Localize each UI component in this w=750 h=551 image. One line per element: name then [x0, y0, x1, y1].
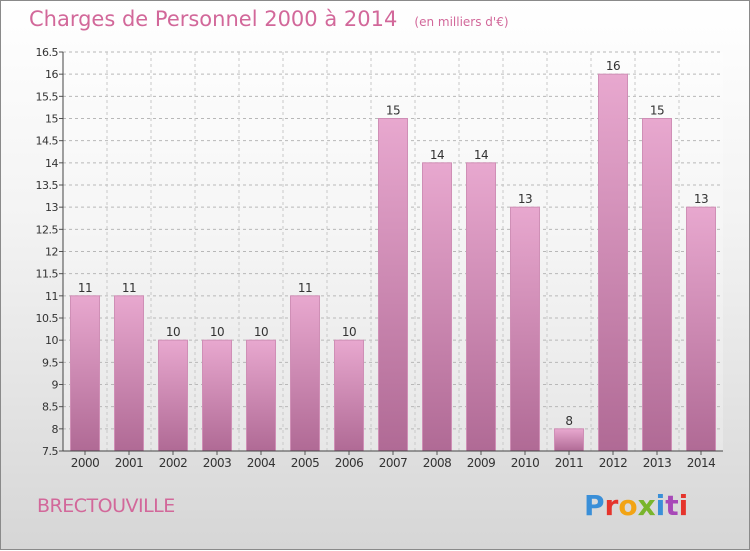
bar [598, 73, 628, 452]
y-tick-label: 7.5 [42, 445, 58, 458]
bar-value-label: 15 [650, 104, 664, 118]
bar [290, 295, 320, 452]
x-tick-label: 2005 [291, 456, 320, 470]
x-tick-label: 2002 [159, 456, 188, 470]
x-tick-label: 2001 [115, 456, 144, 470]
y-tick-label: 10 [45, 334, 58, 347]
bar [510, 206, 540, 452]
commune-name: BRECTOUVILLE [37, 495, 175, 517]
bar-value-label: 10 [254, 325, 268, 339]
bar [686, 206, 716, 452]
y-tick-label: 9 [52, 379, 59, 392]
bar [554, 428, 584, 452]
bar [70, 295, 100, 452]
bar-value-label: 14 [474, 148, 488, 162]
bar [378, 118, 408, 452]
bar-value-label: 13 [694, 192, 708, 206]
x-tick-label: 2011 [555, 456, 584, 470]
y-tick-label: 12 [45, 246, 58, 259]
bar [422, 162, 452, 452]
proxiti-logo: Proxiti [584, 489, 689, 522]
x-tick-label: 2006 [335, 456, 364, 470]
bar-value-label: 11 [298, 281, 312, 295]
y-tick-label: 11 [45, 290, 58, 303]
y-tick-label: 13 [45, 201, 58, 214]
chart-unit: (en milliers d'€) [414, 15, 509, 29]
bar-value-label: 10 [166, 325, 180, 339]
x-tick-label: 2009 [467, 456, 496, 470]
bar [334, 339, 364, 452]
bar-value-label: 16 [606, 59, 620, 73]
x-tick-label: 2003 [203, 456, 232, 470]
y-tick-label: 16 [45, 68, 58, 81]
x-tick-label: 2004 [247, 456, 276, 470]
title-row: Charges de Personnel 2000 à 2014 (en mil… [29, 7, 509, 31]
y-tick-label: 14.5 [36, 135, 59, 148]
bar-value-label: 10 [210, 325, 224, 339]
y-tick-label: 14 [45, 157, 58, 170]
bar-value-label: 10 [342, 325, 356, 339]
y-tick-label: 15.5 [36, 90, 59, 103]
bar [246, 339, 276, 452]
x-tick-label: 2012 [599, 456, 628, 470]
bar [202, 339, 232, 452]
y-tick-label: 9.5 [42, 356, 58, 369]
bar [642, 118, 672, 452]
bar [114, 295, 144, 452]
x-tick-label: 2013 [643, 456, 672, 470]
bar-value-label: 11 [122, 281, 136, 295]
bar [466, 162, 496, 452]
y-tick-label: 8 [52, 423, 59, 436]
y-tick-label: 12.5 [36, 223, 59, 236]
bar-value-label: 13 [518, 192, 532, 206]
x-tick-label: 2010 [511, 456, 540, 470]
y-tick-label: 13.5 [36, 179, 59, 192]
x-tick-label: 2008 [423, 456, 452, 470]
y-tick-label: 10.5 [36, 312, 59, 325]
bar-value-label: 8 [565, 414, 572, 428]
bar-value-label: 15 [386, 104, 400, 118]
chart-title: Charges de Personnel 2000 à 2014 [29, 7, 398, 31]
x-tick-label: 2000 [71, 456, 100, 470]
y-tick-label: 15 [45, 113, 58, 126]
x-tick-label: 2007 [379, 456, 408, 470]
bar [158, 339, 188, 452]
y-tick-label: 8.5 [42, 401, 58, 414]
x-tick-label: 2014 [687, 456, 716, 470]
y-tick-label: 11.5 [36, 268, 59, 281]
bar-value-label: 11 [78, 281, 92, 295]
y-tick-label: 16.5 [36, 46, 59, 59]
bar-value-label: 14 [430, 148, 444, 162]
